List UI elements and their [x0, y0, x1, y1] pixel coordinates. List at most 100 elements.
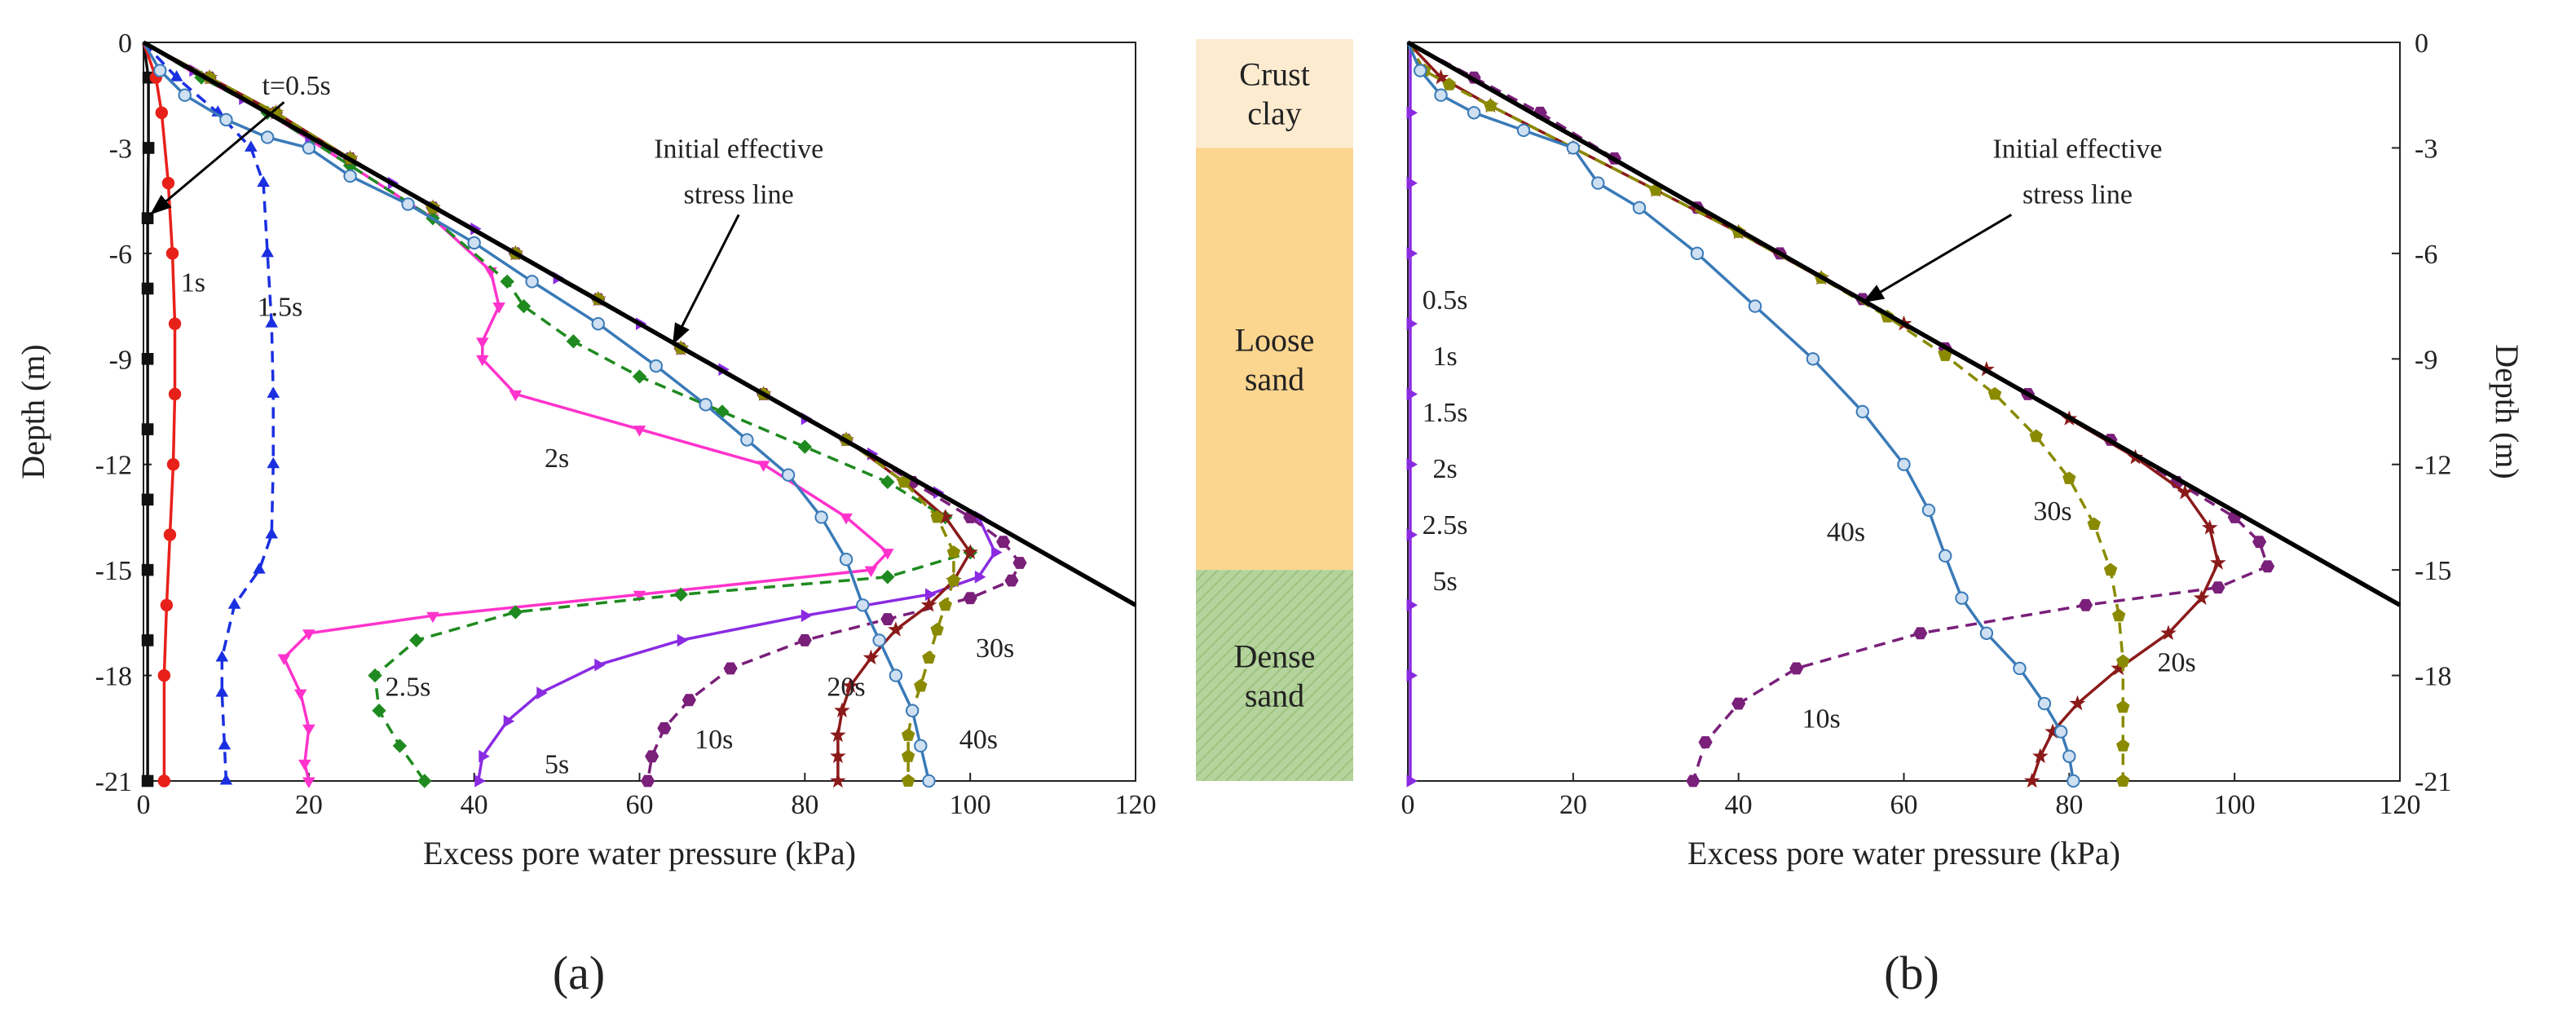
data-point-2.5s: [632, 369, 647, 384]
series-line-30s: [1406, 42, 2125, 781]
data-point-40s: [905, 704, 920, 717]
data-point-40s: [2037, 696, 2052, 711]
data-point-2s: [633, 590, 646, 602]
initial-effective-stress-line: [1406, 40, 2402, 607]
x-tick-label: 40: [1725, 790, 1753, 820]
data-point-40s: [1414, 64, 1427, 77]
data-point-30s: [946, 573, 961, 587]
initial-effective-stress-line: [142, 40, 1137, 607]
series-line-2.5s: [143, 41, 972, 783]
annotation-label: 30s: [2033, 496, 2071, 527]
data-point-40s: [1434, 88, 1448, 102]
data-point-40s: [1806, 352, 1820, 366]
y-tick-label: -15: [95, 556, 132, 586]
data-point-t=0.5s: [141, 774, 154, 787]
data-point-2.5s: [797, 439, 813, 454]
data-point-1.5s: [253, 562, 266, 574]
t05-arrow-head: [150, 195, 172, 215]
data-point-2s: [476, 355, 489, 367]
annotation-label: 10s: [695, 725, 733, 755]
data-point-10s: [645, 750, 659, 763]
data-point-2s: [302, 629, 315, 641]
data-point-20s: [962, 544, 978, 559]
stress-line-arrow-head: [673, 322, 690, 346]
data-point-2.5s: [566, 333, 581, 349]
data-point-1.5s: [215, 686, 229, 697]
x-axis-title: Excess pore water pressure (kPa): [423, 835, 856, 871]
data-point-1s: [157, 774, 171, 787]
data-point-t=0.5s: [141, 634, 154, 646]
data-point-1.5s: [267, 457, 280, 469]
soil-layer-label: sand: [1245, 360, 1304, 397]
data-point-1.5s: [257, 175, 270, 187]
data-point-2.5s: [408, 633, 424, 648]
data-point-1.5s: [170, 70, 183, 82]
data-point-2.5s: [372, 703, 386, 718]
y-tick-label: -3: [2415, 134, 2437, 164]
y-tick-label: -12: [95, 451, 132, 481]
data-point-10s: [1686, 774, 1700, 787]
data-point-20s: [2201, 519, 2218, 535]
data-point-40s: [525, 275, 539, 289]
data-point-0.5s: [1406, 668, 1418, 682]
data-point-t=0.5s: [141, 282, 154, 295]
data-point-t=0.5s: [141, 563, 154, 576]
data-point-30s: [1442, 77, 1456, 90]
y-tick-label: -9: [2415, 345, 2437, 375]
data-point-10s: [1789, 662, 1804, 675]
soil-layer-label: clay: [1247, 95, 1302, 132]
data-point-5s: [801, 609, 813, 623]
data-point-30s: [914, 678, 928, 692]
data-point-30s: [2062, 471, 2076, 484]
data-point-40s: [1979, 626, 1994, 640]
data-point-20s: [888, 621, 904, 637]
data-point-30s: [938, 598, 952, 611]
x-tick-label: 20: [295, 790, 323, 820]
data-point-40s: [1921, 503, 1936, 517]
annotation-label: 1s: [1433, 342, 1458, 372]
annotation-label: 0.5s: [1423, 285, 1468, 315]
data-point-1s: [165, 247, 179, 260]
data-point-40s: [922, 774, 936, 788]
data-point-2s: [633, 426, 646, 437]
soil-layer-1: [1196, 148, 1353, 571]
x-tick-label: 80: [791, 790, 818, 820]
data-point-1.5s: [261, 245, 274, 258]
data-point-0.5s: [1406, 176, 1418, 190]
annotation-label: 10s: [1802, 704, 1840, 734]
y-axis-title: Depth (m): [15, 344, 51, 479]
data-point-40s: [2062, 749, 2076, 763]
y-tick-label: -18: [95, 662, 132, 692]
data-point-10s: [1698, 736, 1713, 748]
data-point-40s: [1591, 176, 1605, 190]
y-tick-label: -9: [109, 345, 132, 375]
annotation-label: 5s: [545, 749, 569, 779]
data-point-10s: [1012, 557, 1027, 569]
data-point-1s: [161, 176, 175, 190]
annotation-label: 5s: [1433, 567, 1458, 597]
data-point-2s: [880, 549, 894, 560]
data-point-1s: [163, 528, 177, 541]
data-point-40s: [467, 236, 481, 250]
annotation-label: 2s: [545, 443, 569, 474]
data-point-40s: [649, 359, 663, 373]
data-point-5s: [974, 570, 986, 584]
data-point-20s: [2069, 695, 2086, 711]
annotation-label: t=0.5s: [262, 71, 330, 101]
data-point-10s: [723, 662, 738, 675]
data-point-1s: [160, 598, 174, 611]
data-point-1s: [168, 317, 182, 330]
data-point-1.5s: [219, 773, 233, 785]
y-tick-label: -12: [2415, 451, 2451, 481]
data-point-40s: [2067, 774, 2080, 788]
data-point-40s: [914, 739, 928, 753]
x-tick-label: 100: [2214, 790, 2256, 820]
y-tick-label: 0: [2415, 29, 2428, 59]
data-point-t=0.5s: [141, 493, 154, 506]
data-point-30s: [930, 510, 944, 523]
annotation-label: 40s: [1827, 518, 1865, 548]
data-point-t=0.5s: [141, 212, 154, 225]
data-point-10s: [1731, 697, 1746, 710]
